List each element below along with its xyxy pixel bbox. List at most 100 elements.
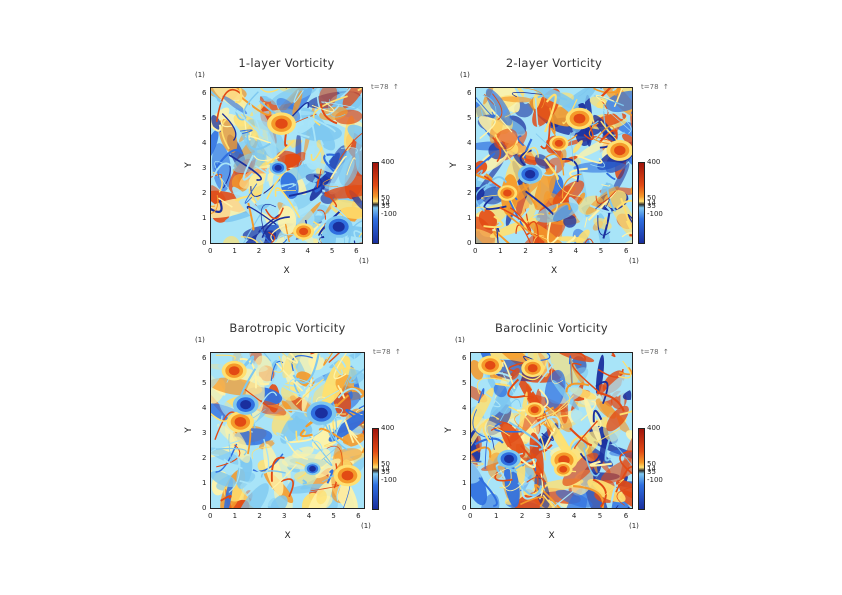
vorticity-filament	[221, 119, 230, 150]
vorticity-patch	[354, 461, 364, 493]
vorticity-filament	[215, 447, 247, 456]
vorticity-filament	[260, 203, 277, 232]
vorticity-filament	[323, 353, 333, 366]
vorticity-filament	[571, 362, 600, 393]
vorticity-filament	[478, 477, 498, 507]
vorticity-filament	[211, 226, 240, 243]
vorticity-patch	[615, 479, 632, 500]
vorticity-filament	[523, 88, 545, 109]
vorticity-filament	[577, 88, 590, 97]
vorticity-filament	[292, 102, 310, 117]
vorticity-filament	[312, 212, 335, 239]
colorbar-tick-label: 50	[647, 194, 656, 203]
vorticity-patch	[544, 369, 566, 410]
vortex-core	[527, 364, 538, 373]
vorticity-filament	[276, 432, 303, 453]
vorticity-filament	[259, 240, 263, 243]
vorticity-patch	[552, 379, 579, 411]
vorticity-filament	[310, 353, 315, 355]
vorticity-filament	[479, 118, 496, 140]
vorticity-filament	[302, 479, 308, 485]
vorticity-filament	[343, 374, 351, 392]
x-unit-label: (1)	[629, 522, 639, 530]
y-tick-label: 2	[202, 189, 207, 197]
vorticity-filament	[496, 226, 500, 243]
vorticity-filament	[495, 383, 510, 387]
vorticity-patch	[211, 130, 219, 161]
vorticity-filament	[291, 355, 313, 372]
vorticity-patch	[606, 405, 629, 432]
vorticity-filament	[358, 405, 364, 435]
vorticity-patch	[218, 118, 238, 154]
vorticity-patch	[342, 88, 362, 109]
y-tick-label: 4	[202, 139, 207, 147]
vorticity-patch	[355, 129, 362, 175]
vorticity-patch	[576, 134, 619, 159]
vorticity-filament	[243, 213, 262, 243]
vorticity-filament	[258, 226, 288, 243]
colorbar-tick-label: 50	[381, 194, 390, 203]
vortex-core	[573, 113, 586, 124]
vorticity-filament	[281, 183, 295, 188]
vorticity-patch	[211, 353, 230, 391]
vorticity-patch	[304, 145, 322, 170]
vorticity-filament	[288, 378, 316, 391]
x-tick-label: 0	[473, 247, 478, 255]
vorticity-filament	[537, 392, 571, 420]
y-tick-label: 5	[467, 114, 472, 122]
vorticity-filament	[588, 122, 615, 146]
y-unit-label: (1)	[195, 336, 205, 344]
time-label: t=78	[373, 348, 391, 356]
vorticity-filament	[245, 135, 271, 144]
vorticity-filament	[261, 216, 290, 238]
vorticity-filament	[486, 425, 511, 439]
vorticity-patch	[282, 353, 307, 379]
vorticity-heatmap	[476, 88, 632, 243]
vorticity-patch	[277, 205, 297, 235]
vorticity-filament	[310, 146, 323, 162]
vortex-core	[228, 366, 240, 376]
vorticity-patch	[518, 391, 528, 436]
colorbar-tick-label: 35	[647, 202, 656, 211]
colorbar-tick-label: 50	[381, 460, 390, 469]
vorticity-patch	[320, 353, 362, 370]
y-axis-label: Y	[183, 426, 194, 433]
vorticity-filament	[242, 154, 255, 181]
vorticity-filament	[307, 119, 318, 152]
vorticity-patch	[600, 365, 632, 402]
vorticity-filament	[362, 430, 364, 435]
vorticity-filament	[284, 223, 290, 243]
vorticity-patch	[286, 483, 328, 494]
y-tick-label: 2	[462, 454, 467, 462]
vorticity-filament	[617, 360, 632, 379]
y-tick-label: 6	[467, 89, 472, 97]
colorbar-tick-label: -100	[381, 210, 397, 219]
vorticity-filament	[220, 118, 235, 128]
vorticity-patch	[622, 388, 632, 400]
y-tick-label: 0	[462, 504, 467, 512]
vorticity-filament	[569, 427, 593, 447]
x-tick-label: 0	[208, 247, 213, 255]
vorticity-filament	[211, 199, 223, 213]
time-marker: ↑	[393, 83, 399, 91]
vorticity-patch	[211, 447, 245, 465]
vorticity-patch	[294, 208, 315, 229]
time-marker: ↑	[395, 348, 401, 356]
vorticity-filament	[491, 414, 500, 420]
vorticity-filament	[286, 353, 299, 364]
vorticity-filament	[490, 108, 513, 133]
vorticity-filament	[476, 377, 509, 395]
vorticity-filament	[630, 185, 632, 194]
vorticity-filament	[239, 480, 254, 497]
vorticity-filament	[312, 95, 348, 127]
vorticity-filament	[311, 101, 335, 112]
vorticity-filament	[264, 207, 284, 220]
vorticity-filament	[575, 154, 603, 164]
vorticity-filament	[296, 160, 305, 190]
vortex-core	[614, 145, 626, 156]
vorticity-patch	[222, 95, 248, 114]
time-label: t=78	[641, 348, 659, 356]
vorticity-patch	[224, 203, 271, 223]
vorticity-filament	[537, 94, 568, 101]
y-tick-label: 3	[462, 429, 467, 437]
